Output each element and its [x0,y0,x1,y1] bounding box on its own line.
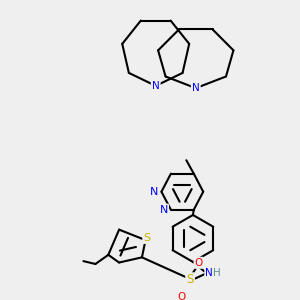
Text: N: N [152,81,160,91]
Text: N: N [160,205,168,215]
Text: N: N [192,83,200,93]
Text: S: S [186,273,194,286]
Text: O: O [177,292,186,300]
Text: S: S [143,233,151,243]
Text: N: N [150,187,158,197]
Text: H: H [213,268,221,278]
Text: N: N [206,268,213,278]
Text: O: O [194,258,203,268]
